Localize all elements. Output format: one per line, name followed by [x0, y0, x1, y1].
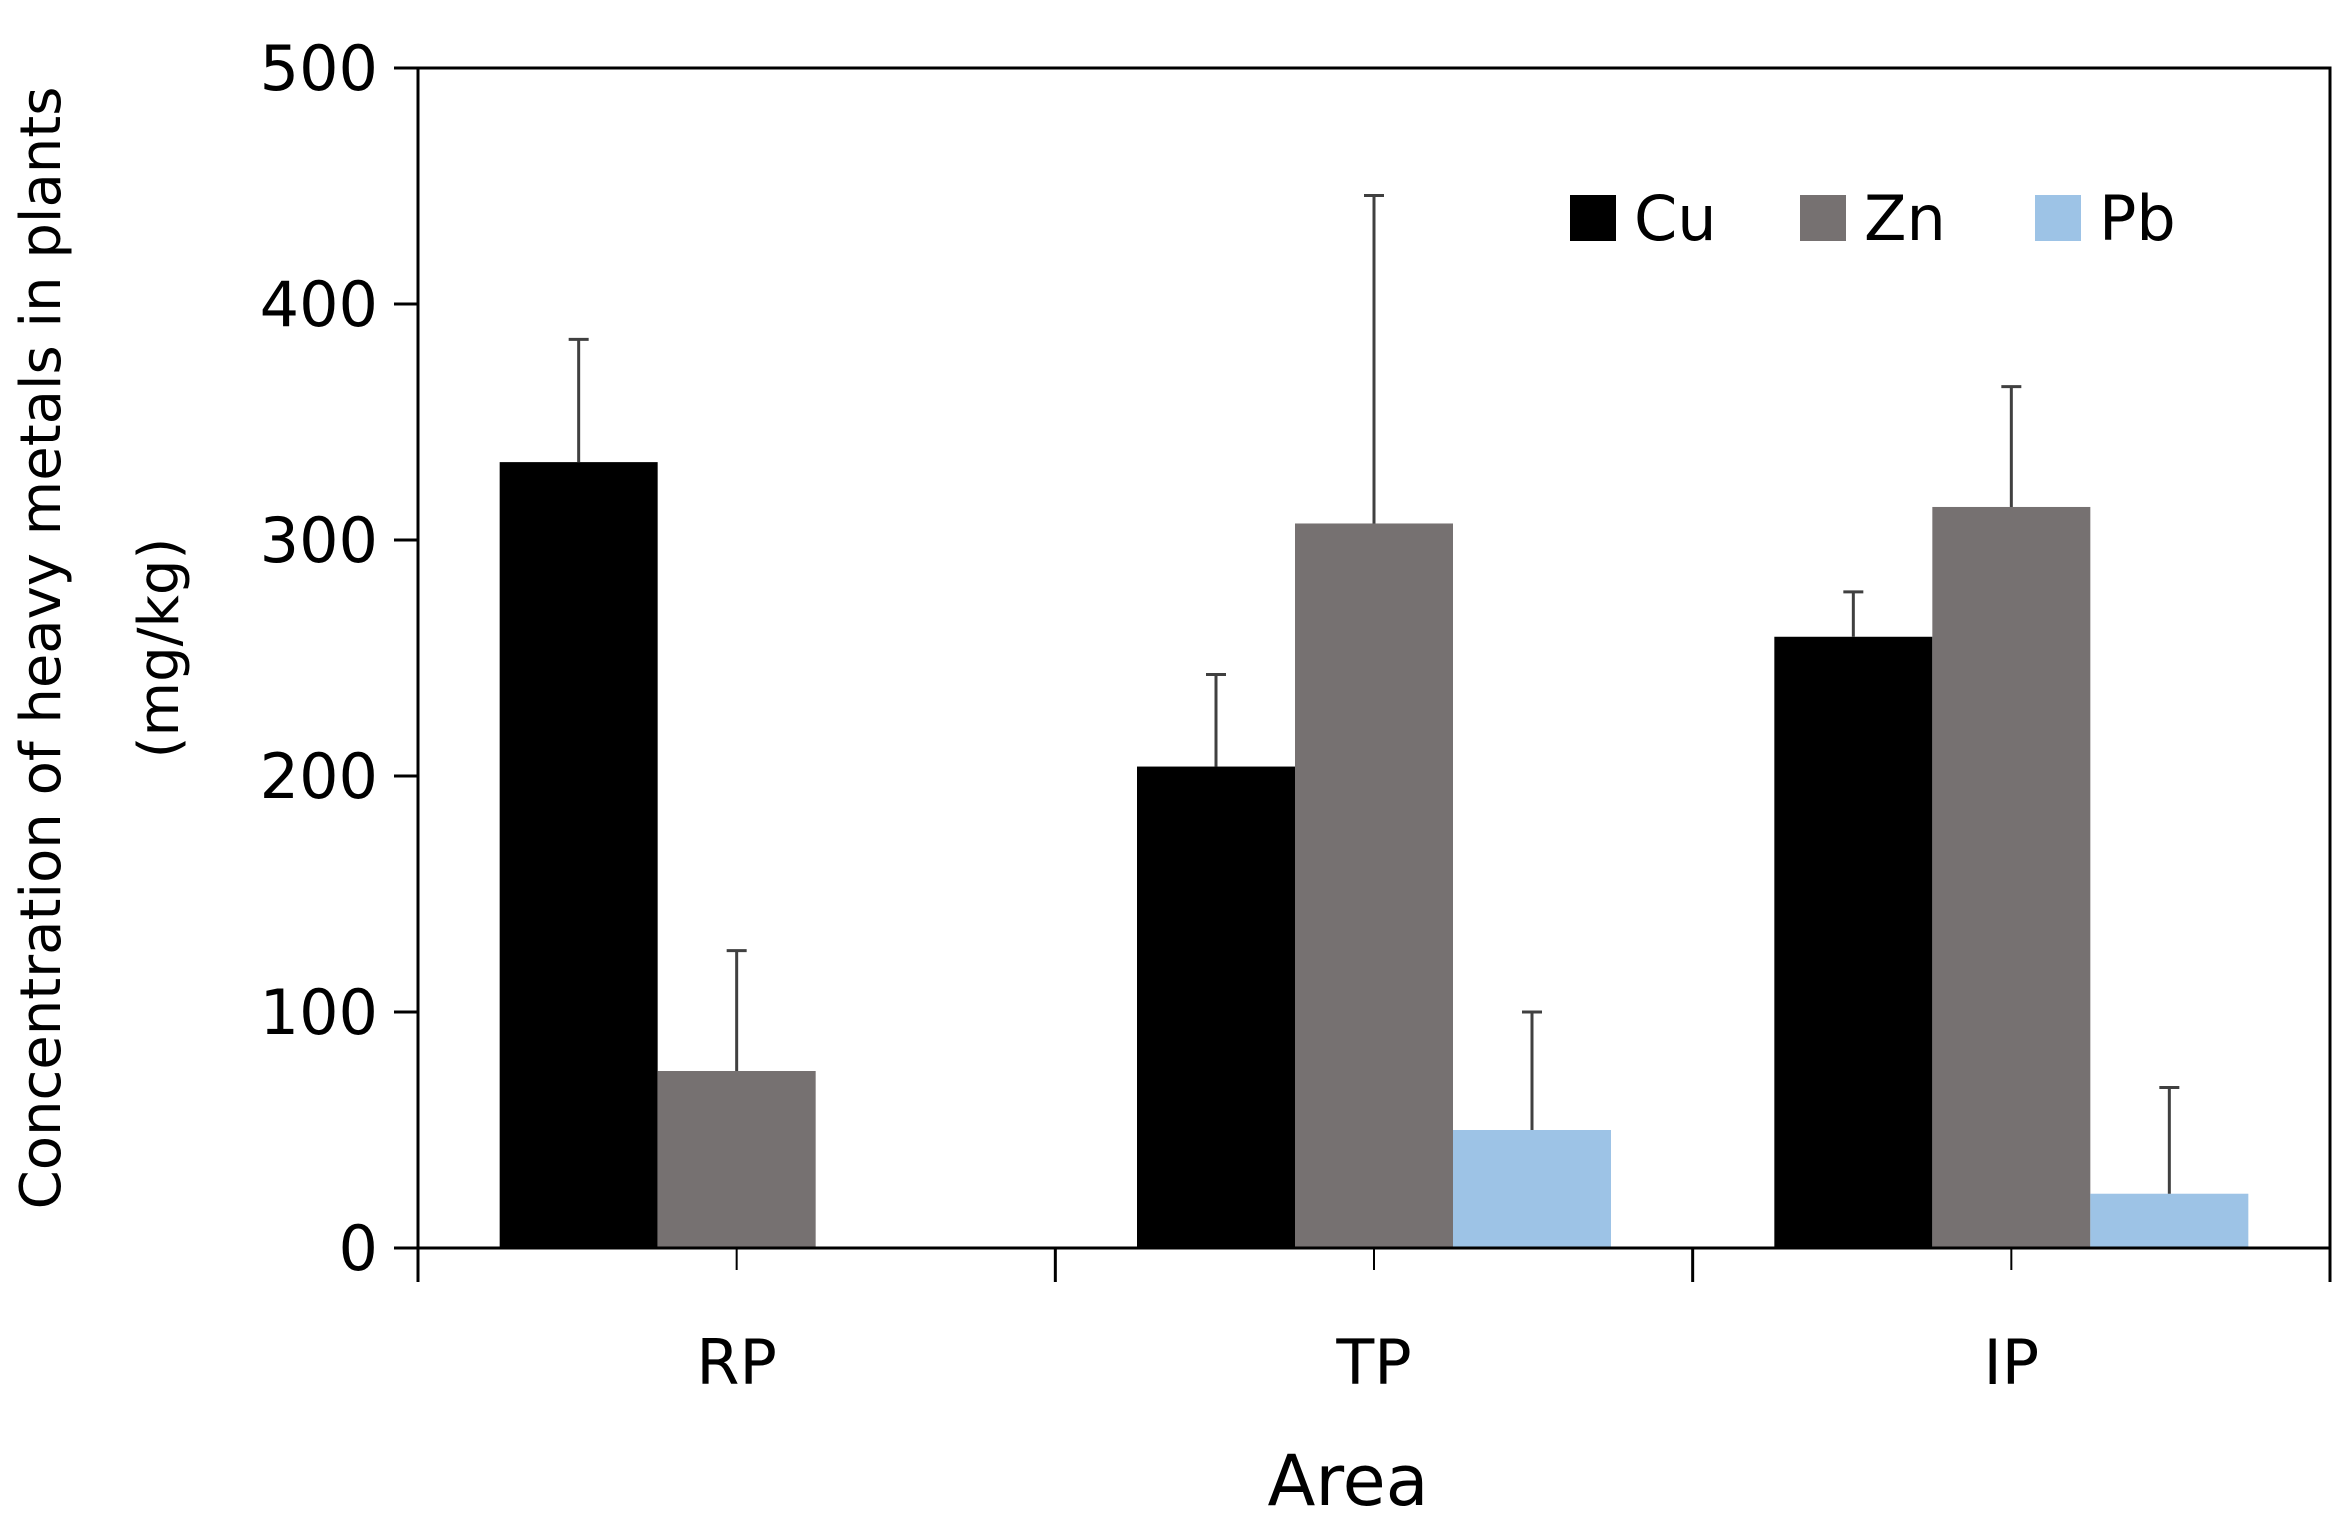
bar-pb-tp: [1453, 1130, 1611, 1248]
y-axis-title-line1: Concentration of heavy metals in plants: [9, 87, 74, 1210]
y-tick-label: 300: [260, 504, 378, 577]
legend-label-pb: Pb: [2099, 182, 2176, 255]
bar-zn-rp: [657, 1071, 816, 1248]
y-axis-title: Concentration of heavy metals in plants …: [9, 87, 192, 1210]
y-tick-label: 400: [260, 268, 378, 341]
legend-label-zn: Zn: [1864, 182, 1946, 255]
legend-swatch-pb: [2035, 195, 2081, 241]
x-tick-label: RP: [696, 1326, 776, 1399]
bar-zn-ip: [1932, 506, 2091, 1249]
x-axis-title: Area: [1267, 1440, 1428, 1522]
legend-swatch-cu: [1570, 195, 1616, 241]
tick-labels-layer: 0 100 200 300 400 500 RP TP IP: [260, 32, 2040, 1399]
y-tick-label: 500: [260, 32, 378, 105]
y-tick-label: 200: [260, 740, 378, 813]
y-tick-label: 100: [260, 976, 378, 1049]
y-axis-title-line2: (mg/kg): [127, 538, 192, 759]
bar-pb-ip: [2090, 1193, 2249, 1248]
x-tick-label: IP: [1983, 1326, 2039, 1399]
axes-layer: [394, 66, 2332, 1282]
legend-swatch-zn: [1800, 195, 1846, 241]
error-bars-layer: [568, 193, 2180, 1194]
legend-label-cu: Cu: [1634, 182, 1717, 255]
bars-layer: [499, 462, 2249, 1249]
legend: Cu Zn Pb: [1570, 182, 2176, 255]
bar-cu-ip: [1774, 636, 1933, 1248]
y-tick-label: 0: [339, 1212, 378, 1285]
bar-zn-tp: [1295, 523, 1453, 1248]
bar-cu-rp: [499, 462, 658, 1248]
bar-cu-tp: [1137, 766, 1295, 1248]
x-tick-label: TP: [1335, 1326, 1411, 1399]
